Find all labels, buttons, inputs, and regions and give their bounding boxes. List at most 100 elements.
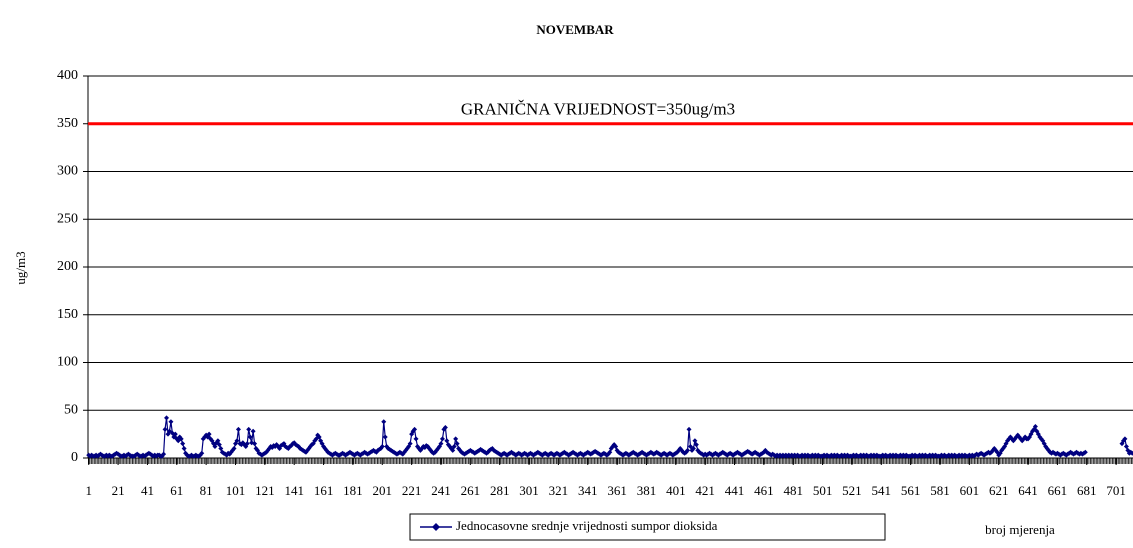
data-point xyxy=(607,449,613,455)
x-tick-label: 341 xyxy=(578,483,598,498)
x-tick-label: 41 xyxy=(141,483,154,498)
y-tick-label: 300 xyxy=(57,164,78,179)
x-tick-label: 261 xyxy=(461,483,481,498)
data-point xyxy=(247,434,253,440)
x-tick-label: 701 xyxy=(1106,483,1126,498)
x-tick-label: 141 xyxy=(284,483,304,498)
data-point xyxy=(379,444,385,450)
data-point xyxy=(246,426,252,432)
x-tick-label: 621 xyxy=(989,483,1009,498)
chart-title: NOVEMBAR xyxy=(536,22,614,37)
data-point xyxy=(180,441,186,447)
data-point xyxy=(407,441,413,447)
data-point xyxy=(1082,449,1088,455)
data-point xyxy=(216,442,222,448)
data-point xyxy=(231,445,237,451)
data-point xyxy=(162,426,168,432)
data-point xyxy=(218,445,224,451)
data-point xyxy=(693,442,699,448)
data-point xyxy=(1122,436,1128,442)
x-tick-label: 161 xyxy=(314,483,334,498)
legend-marker xyxy=(432,523,440,531)
data-point xyxy=(692,438,698,444)
y-tick-label: 250 xyxy=(57,211,78,226)
data-point xyxy=(686,426,692,432)
data-point xyxy=(1032,423,1038,429)
x-tick-label: 1 xyxy=(85,483,92,498)
data-point xyxy=(381,419,387,425)
x-tick-label: 281 xyxy=(490,483,510,498)
legend-box xyxy=(409,513,886,541)
data-point xyxy=(454,441,460,447)
y-axis-label: ug/m3 xyxy=(13,251,28,284)
data-point xyxy=(613,444,619,450)
threshold-label: GRANIČNA VRIJEDNOST=350ug/m3 xyxy=(461,100,735,119)
x-tick-label: 321 xyxy=(549,483,569,498)
data-point xyxy=(316,434,322,440)
x-tick-label: 461 xyxy=(754,483,774,498)
data-point xyxy=(250,428,256,434)
data-point xyxy=(234,438,240,444)
data-point xyxy=(444,438,450,444)
x-tick-label: 521 xyxy=(842,483,862,498)
x-tick-label: 601 xyxy=(960,483,980,498)
x-tick-label: 441 xyxy=(725,483,745,498)
x-tick-label: 221 xyxy=(402,483,422,498)
x-axis-label: broj mjerenja xyxy=(985,522,1055,537)
data-point xyxy=(453,436,459,442)
x-tick-label: 241 xyxy=(431,483,451,498)
data-point xyxy=(1019,438,1025,444)
x-tick-label: 361 xyxy=(607,483,627,498)
legend-label: Jednocasovne srednje vrijednosti sumpor … xyxy=(456,518,718,533)
x-tick-label: 541 xyxy=(872,483,892,498)
x-tick-label: 201 xyxy=(373,483,393,498)
data-point xyxy=(172,431,178,437)
x-tick-label: 101 xyxy=(226,483,246,498)
data-point xyxy=(690,445,696,451)
data-point xyxy=(1123,444,1129,450)
data-point xyxy=(438,441,444,447)
x-tick-label: 401 xyxy=(666,483,686,498)
x-tick-label: 301 xyxy=(519,483,539,498)
x-tick-label: 481 xyxy=(783,483,803,498)
y-tick-label: 150 xyxy=(57,307,78,322)
data-point xyxy=(181,445,187,451)
data-point xyxy=(450,447,456,453)
x-tick-label: 381 xyxy=(637,483,657,498)
data-point xyxy=(215,438,221,444)
x-tick-label: 421 xyxy=(695,483,715,498)
data-point xyxy=(442,424,448,430)
x-tick-label: 561 xyxy=(901,483,921,498)
data-point xyxy=(382,434,388,440)
data-point xyxy=(206,431,212,437)
data-point xyxy=(212,444,218,450)
y-tick-label: 200 xyxy=(57,259,78,274)
y-tick-label: 50 xyxy=(64,402,78,417)
data-point xyxy=(161,451,167,457)
data-point xyxy=(168,419,174,425)
data-point xyxy=(235,426,241,432)
data-point xyxy=(1129,450,1133,456)
x-tick-label: 61 xyxy=(170,483,183,498)
x-tick-label: 661 xyxy=(1048,483,1068,498)
data-point xyxy=(413,436,419,442)
x-tick-label: 81 xyxy=(200,483,213,498)
data-point xyxy=(439,436,445,442)
x-tick-label: 581 xyxy=(930,483,950,498)
x-tick-label: 681 xyxy=(1077,483,1097,498)
x-tick-label: 501 xyxy=(813,483,833,498)
data-point xyxy=(412,426,418,432)
data-point xyxy=(164,415,170,421)
minor-ticks xyxy=(88,458,1133,464)
y-tick-label: 0 xyxy=(71,450,78,465)
x-tick-label: 181 xyxy=(343,483,363,498)
data-point xyxy=(244,441,250,447)
data-point xyxy=(252,441,258,447)
y-tick-label: 400 xyxy=(57,68,78,83)
series-line xyxy=(88,417,1133,457)
data-point xyxy=(199,450,205,456)
x-tick-label: 641 xyxy=(1018,483,1038,498)
data-point xyxy=(685,447,691,453)
